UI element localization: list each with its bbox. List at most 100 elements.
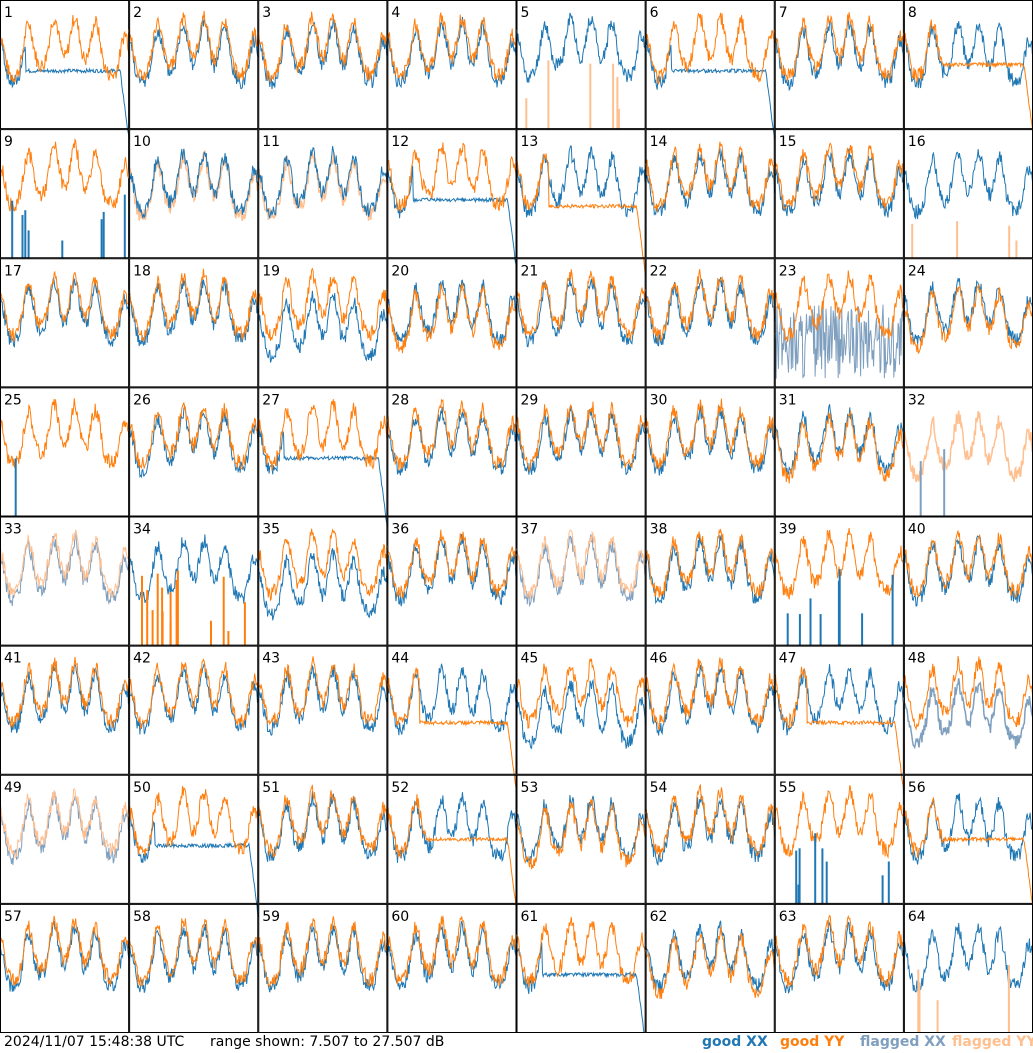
xx-trace <box>516 794 647 864</box>
yy-trace <box>128 268 259 342</box>
panel-39: 39 <box>774 516 905 646</box>
panel-frame <box>516 258 646 388</box>
panel-42: 42 <box>128 645 259 775</box>
panel-3: 3 <box>257 0 388 130</box>
xx-trace <box>257 548 388 621</box>
yy-trace <box>257 916 388 989</box>
yy-trace <box>774 666 905 795</box>
panel-frame <box>0 645 130 775</box>
xx-trace <box>645 277 776 347</box>
xx-trace <box>903 149 1033 220</box>
panel-56: 56 <box>903 774 1033 909</box>
panel-30: 30 <box>645 387 776 517</box>
yy-trace <box>128 918 259 987</box>
panel-10: 10 <box>128 129 260 259</box>
yy-trace <box>128 10 259 81</box>
panel-label: 40 <box>908 522 926 538</box>
panel-label: 50 <box>133 780 151 796</box>
panel-20: 20 <box>386 258 517 388</box>
panel-label: 23 <box>779 263 797 279</box>
xx-trace <box>516 12 647 83</box>
yy-trace <box>645 657 776 730</box>
yy-trace <box>774 785 905 859</box>
panel-frame <box>774 0 904 130</box>
xx-trace <box>128 404 259 479</box>
panel-frame <box>645 129 775 259</box>
xx-trace <box>387 920 517 990</box>
panel-frame <box>387 258 517 388</box>
panel-label: 6 <box>650 5 659 21</box>
xx-trace <box>128 18 259 90</box>
panel-label: 44 <box>391 651 409 667</box>
xx-trace <box>516 678 647 750</box>
panel-label: 35 <box>262 522 280 538</box>
yy-trace <box>387 142 517 212</box>
yy-trace <box>386 399 517 471</box>
xx-trace <box>774 664 905 736</box>
panel-34: 34 <box>128 516 259 646</box>
panel-label: 43 <box>262 651 280 667</box>
panel-43: 43 <box>257 645 388 775</box>
xx-trace <box>645 794 776 867</box>
panel-38: 38 <box>645 516 776 646</box>
panel-label: 30 <box>650 392 668 408</box>
panel-1: 1 <box>0 0 130 140</box>
panel-frame <box>129 516 259 646</box>
panel-frame <box>129 903 259 1033</box>
panel-26: 26 <box>128 387 259 517</box>
panel-label: 26 <box>133 392 151 408</box>
panel-64: 64 <box>903 903 1033 1033</box>
panel-49: 49 <box>0 774 130 904</box>
panel-label: 63 <box>779 909 797 925</box>
yy-trace <box>386 529 517 599</box>
panel-12: 12 <box>386 129 517 270</box>
xx-trace <box>257 18 388 90</box>
yy-trace <box>645 269 776 342</box>
panel-label: 51 <box>262 780 280 796</box>
panel-25: 25 <box>0 387 130 517</box>
yy-trace <box>645 783 776 859</box>
xx-trace <box>903 922 1033 993</box>
xx-trace <box>903 277 1033 348</box>
xx-trace <box>903 21 1033 89</box>
panel-31: 31 <box>774 387 905 517</box>
panel-label: 29 <box>521 392 539 408</box>
panel-label: 37 <box>521 522 539 538</box>
panel-35: 35 <box>257 516 388 646</box>
xx-trace <box>386 406 517 476</box>
panel-59: 59 <box>257 903 388 1033</box>
panel-label: 62 <box>650 909 668 925</box>
yy-trace <box>516 401 647 473</box>
yy-trace <box>258 267 388 342</box>
panel-frame <box>0 516 130 646</box>
panel-19: 19 <box>257 258 388 388</box>
xx-trace <box>128 148 259 220</box>
xx-trace <box>645 533 776 605</box>
panel-frame <box>0 258 130 388</box>
panel-frame <box>387 774 517 904</box>
xx-trace <box>645 405 776 476</box>
panel-frame <box>0 903 130 1033</box>
yy-trace <box>0 398 130 469</box>
panel-41: 41 <box>0 645 130 775</box>
panel-frame <box>645 387 775 517</box>
panel-45: 45 <box>516 645 647 775</box>
flagged-yy-trace <box>516 529 647 600</box>
panel-label: 25 <box>4 392 22 408</box>
panel-23: 23 <box>774 258 905 388</box>
xx-trace <box>386 279 517 345</box>
panel-frame <box>387 645 517 775</box>
yy-trace <box>516 916 647 988</box>
panel-label: 9 <box>4 134 13 150</box>
yy-trace <box>516 269 647 340</box>
panel-frame <box>258 774 388 904</box>
xx-trace <box>774 921 905 995</box>
panel-frame <box>645 516 775 646</box>
panel-frame <box>516 129 646 259</box>
panel-frame <box>258 645 388 775</box>
yy-trace <box>903 19 1033 134</box>
panel-frame <box>129 774 259 904</box>
legend-flagged-xx: flagged XX <box>860 1034 946 1050</box>
panel-label: 4 <box>391 5 400 21</box>
yy-trace <box>774 142 905 210</box>
